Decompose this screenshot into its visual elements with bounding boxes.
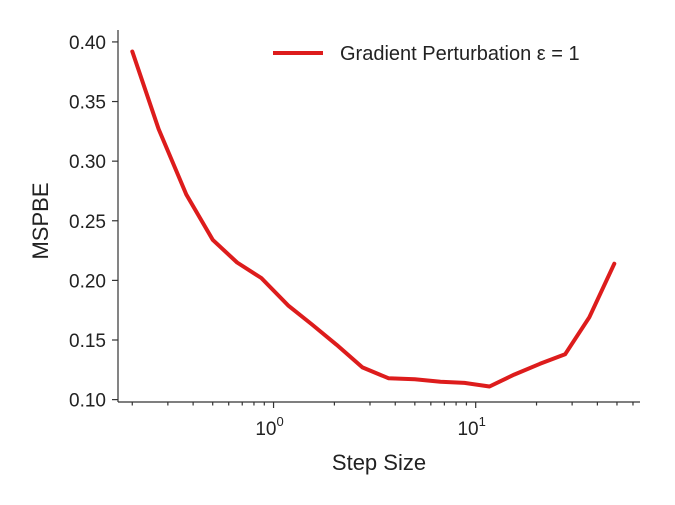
y-tick-label: 0.15 bbox=[69, 331, 106, 352]
data-point bbox=[538, 362, 542, 366]
data-point bbox=[487, 384, 492, 389]
data-point bbox=[235, 260, 239, 265]
data-point bbox=[563, 352, 567, 356]
data-point bbox=[310, 322, 314, 327]
data-point bbox=[438, 380, 443, 384]
y-tick-label: 0.10 bbox=[69, 391, 106, 412]
data-point bbox=[211, 238, 215, 242]
data-point bbox=[512, 373, 516, 377]
data-point bbox=[462, 381, 467, 385]
data-point bbox=[360, 365, 364, 369]
legend: Gradient Perturbation ε = 1 bbox=[273, 43, 580, 65]
y-ticks: 0.10 0.15 0.20 0.25 0.30 0.35 0.40 bbox=[69, 33, 118, 412]
x-tick-label: 100 bbox=[255, 414, 283, 440]
data-point bbox=[130, 49, 134, 54]
data-point bbox=[259, 276, 263, 280]
y-tick-label: 0.25 bbox=[69, 212, 106, 233]
series-layer bbox=[130, 49, 617, 389]
y-axis-title: MSPBE bbox=[28, 182, 53, 259]
legend-label: Gradient Perturbation ε = 1 bbox=[340, 43, 580, 65]
y-tick-label: 0.30 bbox=[69, 152, 106, 173]
x-axis-title: Step Size bbox=[332, 450, 426, 475]
y-tick-label: 0.35 bbox=[69, 93, 106, 114]
x-tick-label: 101 bbox=[457, 414, 485, 440]
data-point bbox=[286, 303, 290, 307]
data-point bbox=[184, 192, 188, 197]
data-point bbox=[386, 376, 390, 380]
data-point bbox=[335, 343, 339, 347]
data-point bbox=[157, 127, 161, 131]
series-line bbox=[130, 49, 617, 389]
x-ticks: 100 101 bbox=[131, 402, 634, 440]
data-point bbox=[587, 315, 591, 319]
y-tick-label: 0.40 bbox=[69, 33, 106, 54]
axes bbox=[117, 30, 640, 403]
data-point bbox=[612, 262, 616, 266]
y-tick-label: 0.20 bbox=[69, 271, 106, 292]
data-point bbox=[413, 377, 417, 381]
